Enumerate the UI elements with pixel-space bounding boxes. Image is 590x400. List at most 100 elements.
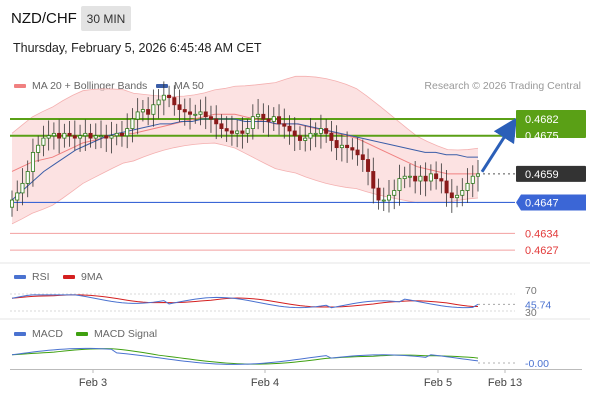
legend-rsi: RSI [14, 271, 50, 283]
candle [455, 194, 460, 199]
timeframe-label: 30 MIN [86, 11, 126, 26]
legend-macd-label: MACD [32, 328, 63, 340]
legend-rsi-signal: 9MA [63, 271, 103, 283]
candle [78, 135, 83, 139]
candle [219, 123, 224, 129]
candle [119, 132, 124, 137]
candle [20, 182, 25, 194]
candle [423, 175, 428, 182]
candle [146, 109, 151, 115]
timeframe-badge[interactable]: 30 MIN [81, 6, 131, 31]
candle [266, 118, 271, 122]
candle [36, 144, 41, 153]
candle [83, 132, 88, 137]
candle [57, 132, 62, 139]
candle [151, 104, 156, 115]
candle [366, 159, 371, 172]
pivot-value: 0.4647 [525, 197, 559, 209]
x-tick-feb3: Feb 3 [78, 377, 108, 389]
rsi-value: 45.74 [525, 299, 551, 311]
currency-pair-title: NZD/CHF [11, 10, 77, 27]
x-tick-feb4: Feb 4 [250, 377, 280, 389]
candle [125, 128, 130, 137]
candle [303, 137, 308, 141]
candle [297, 135, 302, 141]
ma20-swatch [14, 84, 26, 88]
candle [203, 111, 208, 118]
candle [334, 140, 339, 149]
candle [93, 135, 98, 139]
candle [182, 109, 187, 113]
x-tick-feb5: Feb 5 [423, 377, 453, 389]
candle [224, 128, 229, 132]
candle [135, 111, 140, 120]
candle [413, 175, 418, 182]
candle [229, 130, 234, 134]
last-price-value: 0.4659 [525, 169, 559, 181]
rsi-signal-swatch [63, 275, 75, 279]
legend-ma20: MA 20 + Bollinger Bands [14, 80, 147, 92]
resistance-upper-value: 0.4682 [525, 114, 559, 126]
candle [109, 135, 114, 139]
macd-signal-swatch [76, 332, 88, 336]
candle [240, 130, 245, 134]
macd-swatch [14, 332, 26, 336]
candle [208, 116, 213, 120]
candle [41, 137, 46, 146]
ma20-line [11, 113, 478, 175]
candle [51, 132, 56, 137]
macd-signal-line [11, 348, 479, 365]
candle [386, 194, 391, 201]
candle [72, 135, 77, 139]
candle [392, 190, 397, 196]
candle [371, 171, 376, 189]
legend-rsi-label: RSI [32, 271, 50, 283]
candle [177, 104, 182, 110]
candle [376, 187, 381, 201]
candle [235, 130, 240, 134]
legend-macd-signal-label: MACD Signal [94, 328, 158, 340]
candle [444, 180, 449, 194]
candle [25, 171, 30, 184]
candle [381, 199, 386, 202]
candle [256, 113, 261, 118]
candle [339, 144, 344, 149]
x-tick-feb13: Feb 13 [487, 377, 523, 389]
bollinger-lower-line [11, 142, 479, 225]
candle [130, 118, 135, 129]
candle [428, 173, 433, 182]
macd-line [11, 347, 479, 365]
candle [308, 132, 313, 139]
legend-macd: MACD [14, 328, 63, 340]
candle [397, 178, 402, 191]
candle [46, 135, 51, 139]
legend-macd-signal: MACD Signal [76, 328, 157, 340]
candle [167, 94, 172, 99]
candle [470, 175, 475, 184]
candle [9, 199, 14, 208]
candle [287, 125, 292, 132]
candle [360, 154, 365, 160]
candle [434, 173, 439, 180]
candle [271, 116, 276, 122]
candle [88, 132, 93, 139]
candle [104, 135, 109, 139]
candle [214, 118, 219, 125]
candle [345, 144, 350, 149]
candle [460, 190, 465, 196]
candle [193, 113, 198, 116]
rsi-signal-line [11, 294, 479, 308]
ma50-swatch [156, 84, 168, 88]
candle [172, 97, 177, 106]
candle [161, 94, 166, 101]
candle [140, 109, 145, 113]
candle [407, 175, 412, 178]
candle [292, 130, 297, 137]
candle [350, 147, 355, 151]
support-2-value: 0.4627 [525, 245, 559, 257]
research-credit: Research © 2026 Trading Central [424, 80, 581, 92]
legend-ma20-label: MA 20 + Bollinger Bands [32, 80, 148, 92]
bollinger-band-area [12, 76, 478, 224]
candle [245, 128, 250, 134]
resistance-label-box [516, 110, 586, 139]
